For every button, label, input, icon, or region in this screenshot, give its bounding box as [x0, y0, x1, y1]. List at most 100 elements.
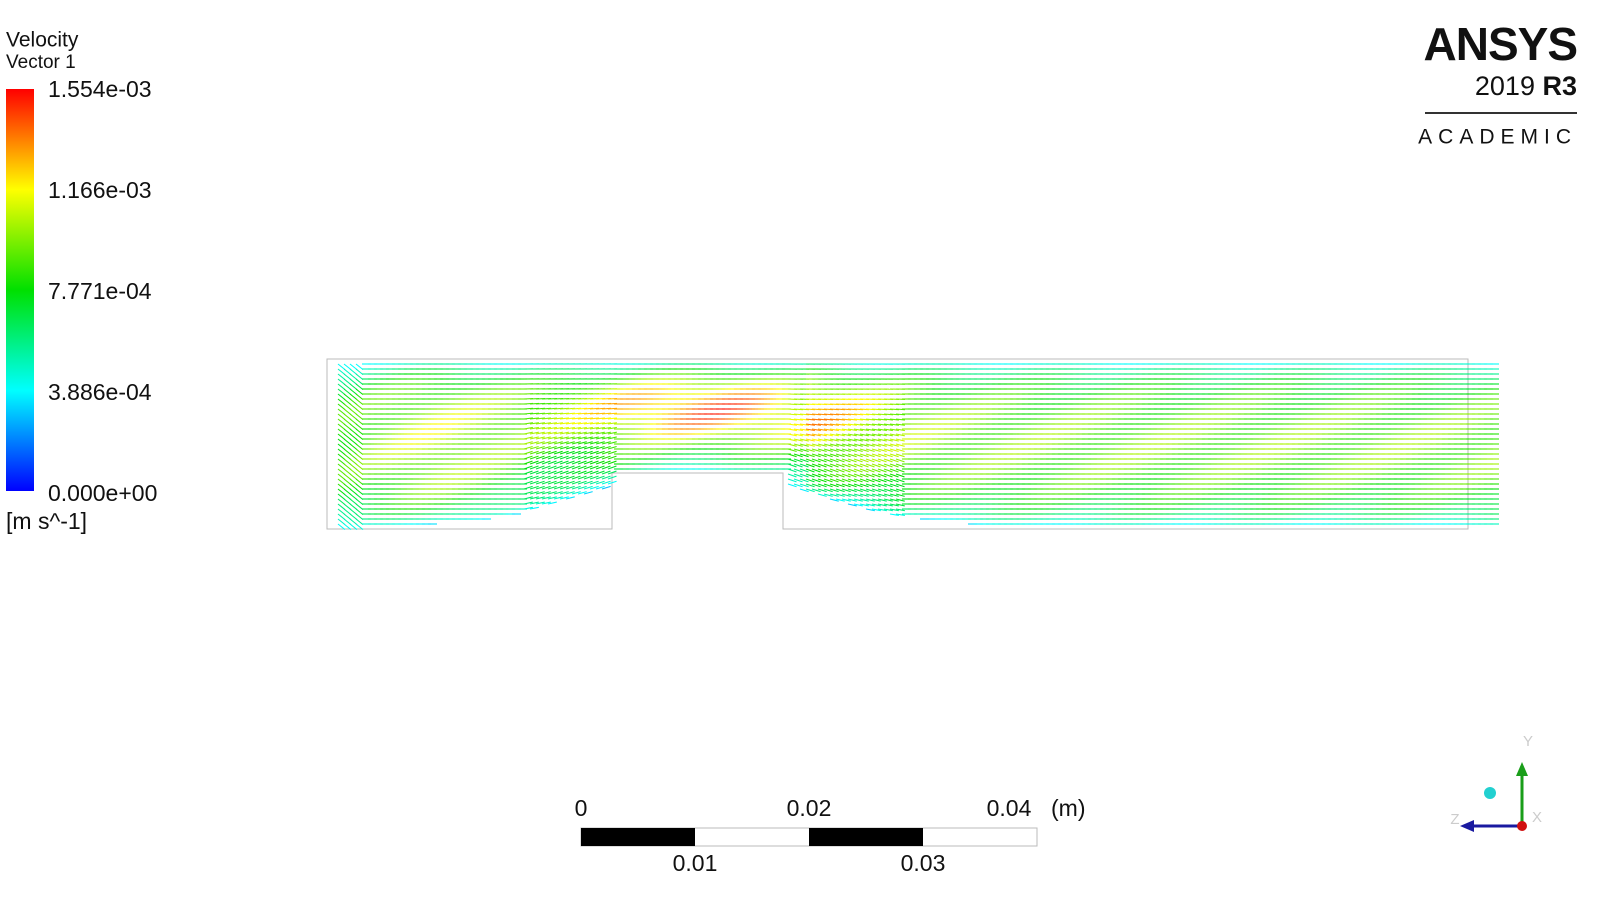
velocity-vector	[835, 463, 845, 468]
velocity-vector	[559, 436, 569, 440]
velocity-vector	[607, 417, 618, 420]
velocity-vector	[355, 458, 364, 466]
velocity-vector	[355, 473, 364, 481]
velocity-vector	[829, 418, 840, 421]
velocity-vector	[343, 463, 352, 471]
velocity-vector	[877, 428, 887, 432]
velocity-vector	[805, 478, 815, 483]
velocity-vector	[595, 460, 605, 465]
velocity-vector	[565, 475, 575, 480]
velocity-vector	[823, 438, 833, 442]
velocity-vector	[547, 422, 557, 425]
velocity-vector	[865, 463, 875, 468]
velocity-vector	[793, 463, 803, 468]
velocity-vector	[853, 463, 863, 468]
velocity-vector	[589, 426, 599, 430]
velocity-vector	[865, 413, 876, 416]
velocity-vector	[559, 465, 569, 470]
velocity-vector	[565, 480, 575, 485]
velocity-vector	[823, 448, 833, 453]
velocity-vector	[343, 378, 352, 386]
velocity-vector	[577, 445, 587, 450]
velocity-vector	[571, 412, 582, 415]
velocity-vector	[799, 453, 809, 458]
velocity-vector	[787, 463, 797, 468]
velocity-vector	[865, 478, 875, 483]
velocity-vector	[553, 491, 563, 495]
velocity-vector	[541, 450, 551, 455]
velocity-vector	[523, 422, 533, 425]
velocity-vector	[553, 441, 563, 445]
velocity-vector	[895, 463, 905, 468]
velocity-vector	[565, 460, 575, 465]
velocity-vector	[337, 508, 346, 516]
velocity-vector	[859, 463, 869, 468]
velocity-vector	[841, 433, 851, 437]
velocity-vector	[523, 470, 533, 475]
velocity-vector	[541, 475, 551, 480]
velocity-vector	[823, 453, 833, 458]
velocity-vector	[529, 426, 539, 430]
velocity-vector	[601, 480, 611, 485]
velocity-vector	[349, 393, 358, 401]
velocity-vector	[805, 413, 816, 416]
velocity-vector	[829, 433, 839, 437]
velocity-vector	[811, 423, 821, 426]
velocity-vector	[577, 480, 587, 485]
velocity-vector	[553, 485, 563, 490]
velocity-vector	[793, 453, 803, 458]
velocity-vector	[349, 478, 358, 486]
velocity-vector	[547, 412, 558, 415]
velocity-vector	[535, 417, 546, 420]
velocity-vector	[343, 383, 352, 391]
velocity-vector	[847, 453, 857, 458]
velocity-vector	[337, 433, 346, 441]
velocity-vector	[547, 501, 557, 505]
velocity-vector	[355, 433, 364, 441]
velocity-vector	[811, 413, 822, 416]
velocity-vector	[799, 463, 809, 468]
velocity-vector	[829, 428, 839, 432]
velocity-vector	[355, 483, 364, 491]
velocity-vector	[835, 453, 845, 458]
velocity-vector	[535, 431, 545, 435]
velocity-vector	[589, 485, 599, 490]
velocity-vector	[847, 428, 857, 432]
velocity-vector	[559, 412, 570, 415]
velocity-vector	[835, 498, 845, 502]
velocity-vector	[883, 463, 893, 468]
velocity-vector	[337, 368, 346, 376]
velocity-vector	[847, 493, 857, 497]
velocity-vector	[895, 438, 905, 442]
velocity-vector	[523, 455, 533, 460]
velocity-vector	[805, 418, 816, 421]
velocity-vector	[847, 488, 857, 493]
velocity-vector	[871, 443, 881, 447]
velocity-vector	[877, 498, 887, 502]
velocity-vector	[553, 480, 563, 485]
velocity-vector	[349, 473, 358, 481]
velocity-vector	[811, 483, 821, 488]
velocity-vector	[889, 418, 900, 421]
velocity-vector	[565, 455, 575, 460]
velocity-vector	[823, 418, 834, 421]
velocity-vector	[823, 458, 833, 463]
velocity-vector	[883, 468, 893, 473]
velocity-vector	[889, 498, 899, 502]
velocity-vector	[571, 436, 581, 440]
velocity-vector	[355, 513, 364, 521]
velocity-vector	[541, 412, 552, 415]
velocity-vector	[835, 488, 845, 493]
velocity-vector	[559, 426, 569, 430]
velocity-vector	[541, 445, 551, 450]
velocity-vector	[355, 443, 364, 451]
velocity-vector	[793, 443, 803, 447]
velocity-vector	[349, 523, 358, 531]
velocity-vector	[337, 428, 346, 436]
velocity-vector	[859, 488, 869, 493]
velocity-vector	[547, 465, 557, 470]
velocity-vector	[871, 448, 881, 453]
velocity-vector	[337, 443, 346, 451]
velocity-vector	[565, 470, 575, 475]
